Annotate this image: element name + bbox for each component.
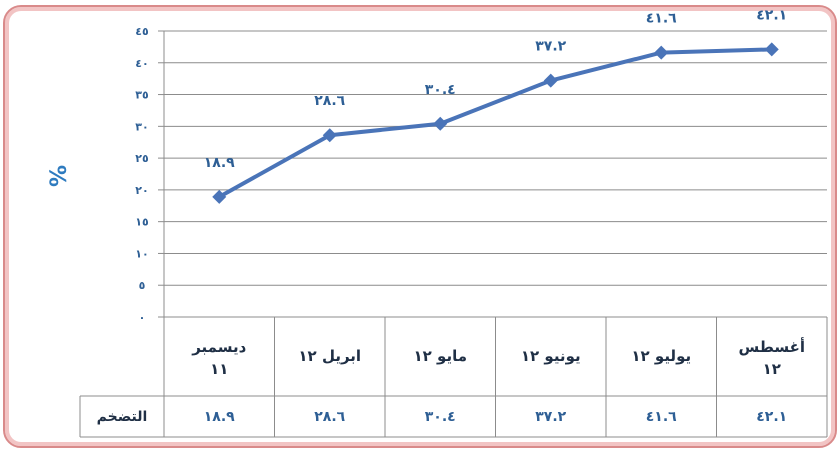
data-label: ٣٠.٤ <box>425 82 456 98</box>
data-label: ١٨.٩ <box>204 155 235 171</box>
table-value: ٤١.٦ <box>646 409 677 425</box>
y-tick-label: ١٥ <box>135 216 149 229</box>
table-value: ٢٨.٦ <box>314 409 345 425</box>
table-row-label: التضخم <box>97 409 148 425</box>
data-label: ٤٢.١ <box>756 7 787 23</box>
y-tick-label: ٣٥ <box>135 89 149 102</box>
x-category-label: أغسطس <box>739 337 805 356</box>
y-tick-label: ٢٠ <box>135 184 148 197</box>
data-point-marker <box>654 45 669 60</box>
data-table: التضخم ديسمبر ١١ ١٨.٩ ابريل ١٢ ٢٨.٦ مايو ١٢ ٣٠.… <box>79 316 828 438</box>
x-category-label-line2: ١٢ <box>763 360 781 378</box>
y-tick-label: ٤٥ <box>135 25 149 38</box>
table-value: ١٨.٩ <box>204 409 235 425</box>
data-point-marker <box>543 73 558 88</box>
y-tick-label: ٥ <box>139 279 146 292</box>
x-category-label: ديسمبر <box>191 338 246 356</box>
table-value: ٣٠.٤ <box>425 409 456 425</box>
table-value: ٣٧.٢ <box>535 409 566 425</box>
data-point-marker <box>433 116 448 131</box>
chart-frame <box>3 5 837 448</box>
y-axis-label: % <box>47 165 72 187</box>
x-category-label: يونيو ١٢ <box>521 347 581 365</box>
data-point-marker <box>212 189 227 204</box>
x-category-label: يوليو ١٢ <box>631 347 691 365</box>
series-line <box>218 47 772 199</box>
table-value: ٤٢.١ <box>756 409 787 425</box>
x-category-label: ابريل ١٢ <box>298 347 361 365</box>
data-point-marker <box>764 42 779 57</box>
data-label: ٢٨.٦ <box>314 93 345 109</box>
y-tick-label: ٢٥ <box>135 152 149 165</box>
y-tick-label: ٠ <box>139 311 146 324</box>
series-layer: ١٨.٩ ٢٨.٦ ٣٠.٤ ٣٧.٢ ٤١.٦ ٤٢.١ <box>204 7 787 204</box>
grid-layer: ٠ ٥ ١٠ ١٥ ٢٠ ٢٥ ٣٠ ٣٥ ٤٠ ٤٥ <box>135 25 827 324</box>
data-point-marker <box>322 128 337 143</box>
data-label: ٣٧.٢ <box>535 39 566 55</box>
y-tick-label: ٣٠ <box>135 120 148 133</box>
y-tick-label: ٤٠ <box>135 57 148 70</box>
x-category-label: مايو ١٢ <box>414 347 468 365</box>
x-category-label-line2: ١١ <box>210 360 228 378</box>
data-label: ٤١.٦ <box>646 11 677 27</box>
y-tick-label: ١٠ <box>135 247 148 260</box>
